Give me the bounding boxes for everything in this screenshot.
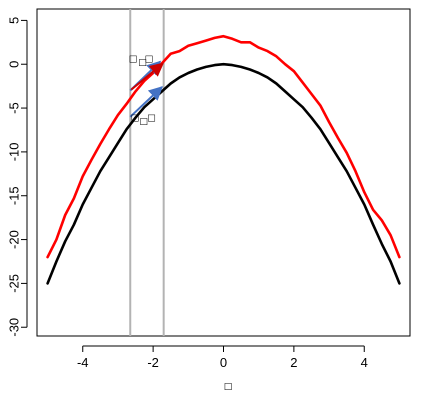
plot-frame <box>36 8 411 337</box>
y-tick-label: -15 <box>6 186 21 205</box>
y-tick-label: 0 <box>6 61 21 68</box>
x-tick-label: 2 <box>290 355 297 370</box>
tangent-arrow <box>130 62 165 91</box>
series-lines <box>46 34 401 285</box>
annotation-label: □ <box>147 113 156 123</box>
y-tick-label: -10 <box>6 142 21 161</box>
annotation-label: □ <box>145 55 154 65</box>
x-tick-label: -4 <box>77 355 89 370</box>
annotation-label: □ <box>138 58 147 68</box>
x-tick-label: 4 <box>361 355 368 370</box>
axes: -4 -2 0 2 450-5-10-15-20-25-30 <box>6 8 411 370</box>
y-tick-label: -30 <box>6 318 21 337</box>
y-tick-label: -25 <box>6 274 21 293</box>
y-tick-label: -20 <box>6 230 21 249</box>
x-tick-label: -2 <box>147 355 159 370</box>
series-line-1 <box>46 34 401 259</box>
series-line-2 <box>46 62 401 285</box>
tangent-arrow <box>129 86 163 118</box>
annotation-label: □ <box>139 117 148 127</box>
y-tick-label: -5 <box>6 102 21 114</box>
tangent-arrows <box>129 60 165 118</box>
annotation-label: □ <box>131 113 140 123</box>
y-tick-label: 5 <box>6 17 21 24</box>
x-tick-label: 0 <box>220 355 227 370</box>
annotations: □ □□□ □ □ <box>129 55 156 127</box>
annotation-label: □ <box>129 55 138 65</box>
x-axis-label: □ <box>224 382 233 392</box>
